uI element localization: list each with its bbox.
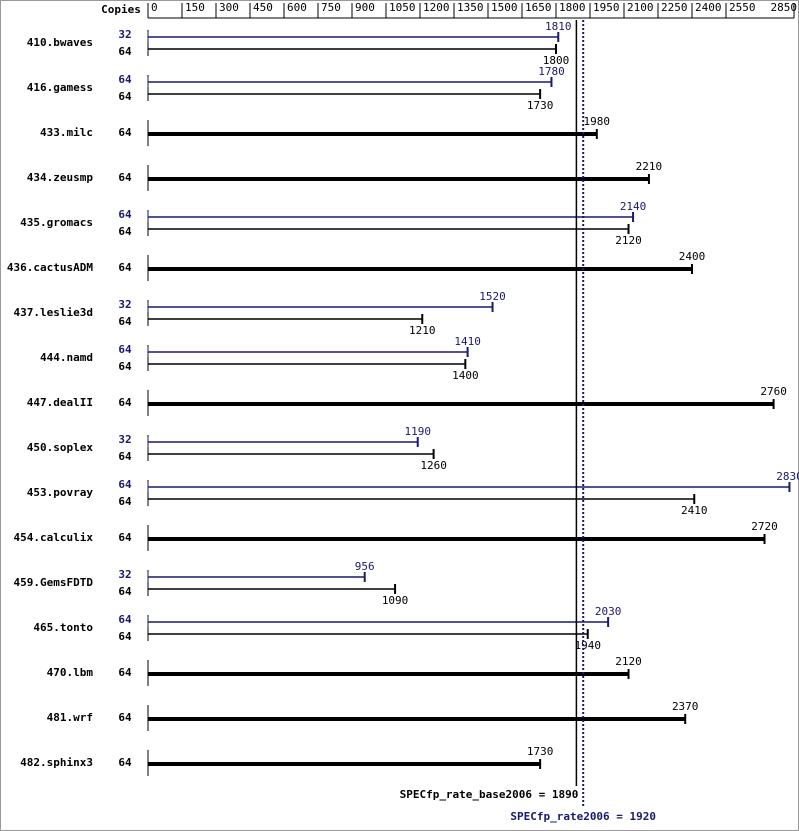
copies-label: 64: [118, 630, 132, 643]
x-tick-label: 600: [287, 1, 307, 14]
x-tick-label: 1950: [593, 1, 620, 14]
x-tick-label: 1200: [423, 1, 450, 14]
x-tick-label: 900: [355, 1, 375, 14]
copies-label: 64: [118, 73, 132, 86]
copies-label: 64: [118, 396, 132, 409]
x-tick-label: 2550: [729, 1, 756, 14]
value-label: 2140: [620, 200, 647, 213]
copies-label: 64: [118, 666, 132, 679]
value-label: 2830: [776, 470, 799, 483]
x-tick-label: 450: [253, 1, 273, 14]
x-tick-label: 750: [321, 1, 341, 14]
x-tick-label: 1050: [389, 1, 416, 14]
value-label: 1190: [404, 425, 431, 438]
benchmark-label: 436.cactusADM: [7, 261, 93, 274]
benchmark-label: 447.dealII: [27, 396, 93, 409]
copies-label: 32: [118, 433, 131, 446]
copies-label: 64: [118, 711, 132, 724]
benchmark-label: 453.povray: [27, 486, 94, 499]
benchmark-label: 434.zeusmp: [27, 171, 94, 184]
value-label: 2120: [615, 234, 642, 247]
value-label: 1780: [538, 65, 565, 78]
copies-label: 64: [118, 261, 132, 274]
copies-label: 64: [118, 126, 132, 139]
value-label: 1980: [584, 115, 611, 128]
value-label: 1730: [527, 99, 554, 112]
copies-label: 64: [118, 90, 132, 103]
x-tick-label: 300: [219, 1, 239, 14]
value-label: 1940: [574, 639, 601, 652]
copies-label: 64: [118, 360, 132, 373]
benchmark-label: 450.soplex: [27, 441, 94, 454]
value-label: 956: [355, 560, 375, 573]
copies-label: 64: [118, 315, 132, 328]
benchmark-label: 470.lbm: [47, 666, 94, 679]
value-label: 1260: [420, 459, 447, 472]
benchmark-label: 433.milc: [40, 126, 93, 139]
benchmark-label: 481.wrf: [47, 711, 93, 724]
value-label: 1400: [452, 369, 479, 382]
copies-label: 64: [118, 171, 132, 184]
reference-label: SPECfp_rate2006 = 1920: [510, 810, 656, 823]
copies-label: 32: [118, 28, 131, 41]
value-label: 2210: [636, 160, 663, 173]
x-tick-label: 2100: [627, 1, 654, 14]
copies-label: 64: [118, 613, 132, 626]
benchmark-label: 410.bwaves: [27, 36, 93, 49]
copies-label: 32: [118, 298, 131, 311]
benchmark-label: 416.gamess: [27, 81, 93, 94]
copies-label: 64: [118, 495, 132, 508]
value-label: 1730: [527, 745, 554, 758]
x-tick-label: 1650: [525, 1, 552, 14]
reference-label: SPECfp_rate_base2006 = 1890: [400, 788, 579, 801]
x-tick-label: 1500: [491, 1, 518, 14]
value-label: 2720: [751, 520, 778, 533]
copies-label: 64: [118, 478, 132, 491]
value-label: 1810: [545, 20, 572, 33]
x-tick-label: 1350: [457, 1, 484, 14]
copies-label: 64: [118, 343, 132, 356]
copies-header: Copies: [101, 3, 141, 16]
x-tick-label: 2250: [661, 1, 688, 14]
x-tick-label: 1800: [559, 1, 586, 14]
value-label: 2410: [681, 504, 708, 517]
benchmark-label: 454.calculix: [14, 531, 94, 544]
value-label: 1410: [454, 335, 481, 348]
value-label: 1210: [409, 324, 436, 337]
copies-label: 32: [118, 568, 131, 581]
value-label: 2370: [672, 700, 699, 713]
value-label: 2400: [679, 250, 706, 263]
value-label: 1090: [382, 594, 409, 607]
copies-label: 64: [118, 756, 132, 769]
copies-label: 64: [118, 208, 132, 221]
benchmark-label: 465.tonto: [33, 621, 93, 634]
value-label: 1520: [479, 290, 506, 303]
x-tick-label: 2400: [695, 1, 722, 14]
x-tick-label: 2850: [771, 1, 798, 14]
value-label: 1800: [543, 54, 570, 67]
benchmark-label: 482.sphinx3: [20, 756, 93, 769]
value-label: 2760: [760, 385, 787, 398]
value-label: 2030: [595, 605, 622, 618]
x-tick-label: 150: [185, 1, 205, 14]
copies-label: 64: [118, 585, 132, 598]
benchmark-label: 444.namd: [40, 351, 93, 364]
benchmark-label: 459.GemsFDTD: [14, 576, 94, 589]
copies-label: 64: [118, 450, 132, 463]
value-label: 2120: [615, 655, 642, 668]
copies-label: 64: [118, 531, 132, 544]
benchmark-label: 437.leslie3d: [14, 306, 93, 319]
x-tick-label: 0: [151, 1, 158, 14]
copies-label: 64: [118, 225, 132, 238]
benchmark-label: 435.gromacs: [20, 216, 93, 229]
copies-label: 64: [118, 45, 132, 58]
